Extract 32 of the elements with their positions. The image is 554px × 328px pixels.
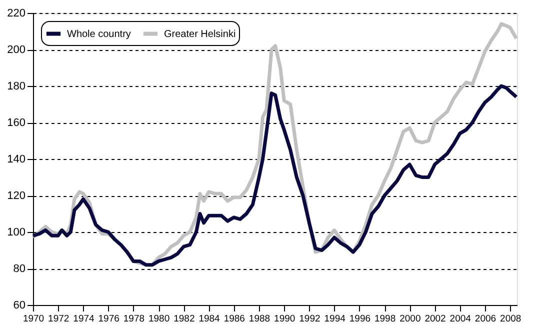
x-tick-label: 1992 [299, 314, 320, 324]
x-tick-label: 1998 [374, 314, 396, 324]
y-tick-label: 160 [7, 117, 26, 129]
y-tick-label: 220 [7, 8, 26, 20]
x-tick-label: 2000 [400, 314, 421, 324]
x-tick-label: 1982 [174, 314, 195, 324]
x-tick-label: 1980 [148, 314, 170, 324]
x-tick-label: 1986 [224, 314, 245, 324]
x-tick-label: 1978 [123, 314, 145, 324]
x-tick-label: 1984 [198, 314, 220, 324]
y-tick-label: 140 [7, 154, 26, 166]
x-tick-label: 1990 [274, 314, 296, 324]
y-tick-label: 60 [13, 300, 26, 312]
line-series [31, 84, 518, 267]
x-tick-label: 2008 [500, 314, 522, 324]
legend-label: Greater Helsinki [164, 28, 236, 40]
x-tick-label: 1974 [73, 314, 94, 324]
x-tick-label: 2004 [450, 314, 471, 324]
x-tick-label: 1988 [248, 314, 270, 324]
y-tick-label: 100 [7, 226, 26, 238]
x-tick-label: 1970 [22, 314, 44, 324]
x-tick-label: 1994 [324, 314, 346, 324]
x-tick-label: 1972 [48, 314, 70, 324]
y-tick-label: 80 [13, 263, 26, 275]
y-tick-label: 200 [7, 44, 26, 56]
x-tick-label: 1996 [349, 314, 371, 324]
y-tick-label: 180 [7, 80, 26, 92]
y-tick-label: 120 [7, 190, 26, 202]
x-tick-label: 2002 [424, 314, 446, 324]
legend-label: Whole country [67, 28, 131, 40]
x-tick-label: 2006 [474, 314, 496, 324]
x-tick-label: 1976 [98, 314, 120, 324]
